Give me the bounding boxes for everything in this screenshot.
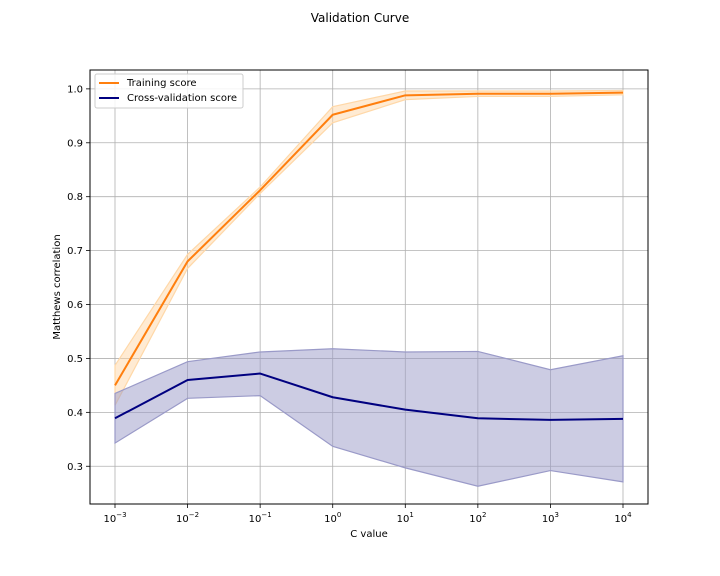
x-tick-label: 10−2 (176, 511, 199, 525)
x-tick-label: 104 (614, 511, 632, 525)
y-tick-label: 0.9 (67, 138, 83, 149)
grid-lines (90, 70, 648, 504)
y-tick-label: 1.0 (67, 84, 83, 95)
x-axis-ticks: 10−3 10−2 10−1 100 101 102 103 104 (103, 504, 632, 525)
legend: Training score Cross-validation score (94, 73, 244, 109)
series-lines (114, 91, 624, 421)
cross-validation-score-band (114, 348, 624, 487)
cross-validation-score-line (114, 372, 624, 421)
x-axis-label: C value (350, 529, 387, 540)
x-tick-label: 103 (542, 511, 559, 525)
y-tick-label: 0.4 (67, 408, 83, 419)
x-tick-label: 102 (469, 511, 486, 525)
plot-frame (89, 69, 649, 505)
y-tick-label: 0.7 (67, 246, 83, 257)
x-tick-label: 10−3 (103, 511, 126, 525)
x-tick-label: 10−1 (249, 511, 272, 525)
y-axis-ticks: 0.3 0.4 0.5 0.6 0.7 0.8 0.9 1.0 (67, 84, 90, 473)
x-tick-label: 101 (397, 511, 414, 525)
x-tick-label: 100 (324, 511, 341, 525)
y-tick-label: 0.3 (67, 462, 83, 473)
legend-box (94, 73, 244, 109)
confidence-bands (114, 89, 624, 487)
chart-title: Validation Curve (311, 11, 409, 25)
y-axis-label: Matthews correlation (52, 234, 63, 339)
y-tick-label: 0.6 (67, 300, 83, 311)
y-tick-label: 0.8 (67, 192, 83, 203)
y-tick-label: 0.5 (67, 354, 83, 365)
training-score-line (114, 91, 624, 386)
legend-label-training: Training score (126, 78, 197, 89)
training-score-band (114, 89, 624, 406)
legend-label-cross-validation: Cross-validation score (127, 93, 237, 104)
